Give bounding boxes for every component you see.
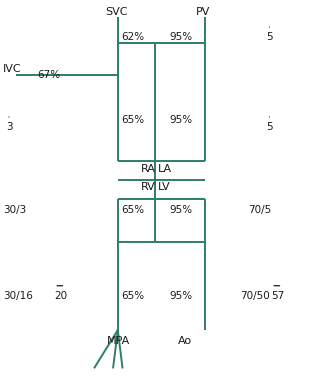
Text: Ao: Ao <box>178 336 193 346</box>
Text: 65%: 65% <box>121 115 144 125</box>
Text: 62%: 62% <box>121 33 144 42</box>
Text: 70/5: 70/5 <box>248 205 271 215</box>
Text: 3: 3 <box>6 123 13 132</box>
Text: 95%: 95% <box>169 291 192 301</box>
Text: MPA: MPA <box>107 336 130 346</box>
Text: 65%: 65% <box>121 205 144 215</box>
Text: 65%: 65% <box>121 291 144 301</box>
Text: 95%: 95% <box>169 33 192 42</box>
Text: 57: 57 <box>271 291 285 301</box>
Text: IVC: IVC <box>3 64 22 74</box>
Text: 67%: 67% <box>37 70 60 80</box>
Text: 70/50: 70/50 <box>240 291 270 301</box>
Text: 20: 20 <box>54 291 67 301</box>
Text: LA: LA <box>158 165 172 174</box>
Text: 5: 5 <box>267 33 273 42</box>
Text: PV: PV <box>196 7 210 17</box>
Text: 30/16: 30/16 <box>3 291 33 301</box>
Text: 95%: 95% <box>169 205 192 215</box>
Text: 30/3: 30/3 <box>3 205 26 215</box>
Text: RA: RA <box>141 165 156 174</box>
Text: RV: RV <box>141 182 156 192</box>
Text: LV: LV <box>158 182 171 192</box>
Text: 95%: 95% <box>169 115 192 125</box>
Text: 5: 5 <box>267 123 273 132</box>
Text: SVC: SVC <box>105 7 127 17</box>
